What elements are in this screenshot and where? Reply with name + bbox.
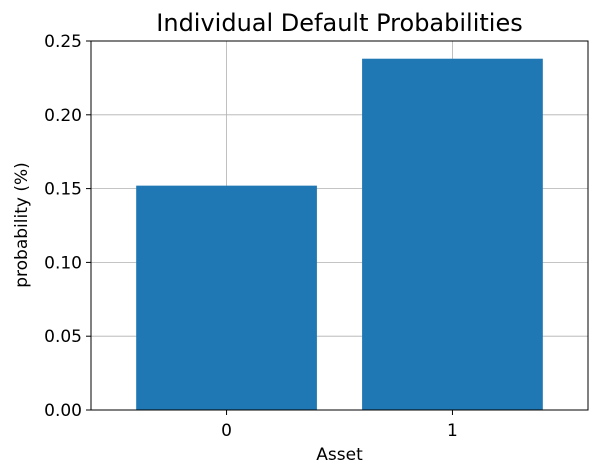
y-tick-label: 0.20 [44,106,82,126]
plot-frame [90,40,589,411]
bars [136,58,543,410]
y-tick-label: 0.05 [44,327,82,347]
x-axis-label: Asset [316,445,363,465]
y-axis-label: probability (%) [12,162,32,288]
y-tick-label: 0.00 [44,401,82,421]
chart-title: Individual Default Probabilities [156,9,522,37]
bar-asset-1 [362,58,543,410]
bar-asset-0 [136,185,317,410]
ticks: 0.00 0.05 0.10 0.15 0.20 0.25 0 1 [44,32,458,441]
y-tick-label: 0.10 [44,253,82,273]
x-tick-label: 0 [221,421,232,441]
y-tick-label: 0.25 [44,32,82,52]
y-tick-label: 0.15 [44,180,82,200]
x-tick-label: 1 [447,421,458,441]
